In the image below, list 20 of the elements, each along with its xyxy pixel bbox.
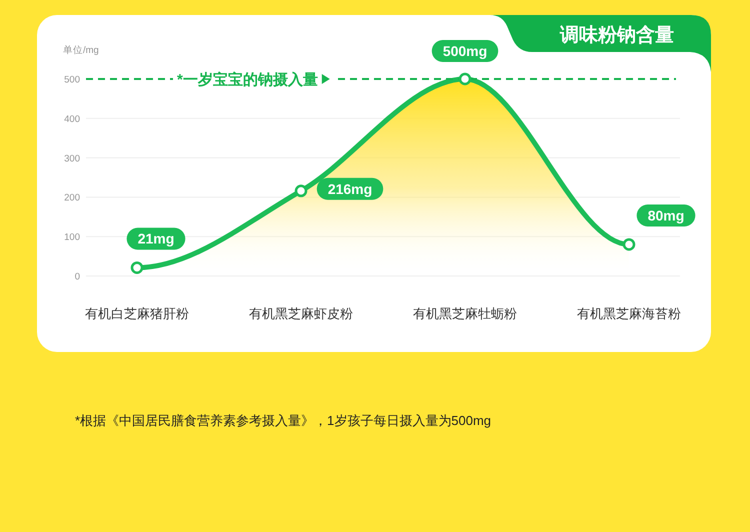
y-tick-label: 0 bbox=[74, 272, 80, 282]
y-tick-label: 400 bbox=[64, 114, 80, 125]
data-label: 21mg bbox=[126, 228, 186, 250]
x-tick-label: 有机黑芝麻海苔粉 bbox=[577, 306, 681, 321]
annotation: *根据《中国居民膳食营养素参考摄入量》，1岁孩子每日摄入量为500mg bbox=[75, 413, 492, 428]
x-tick-label: 有机黑芝麻牡蛎粉 bbox=[413, 306, 517, 321]
y-tick-label: 100 bbox=[64, 232, 80, 244]
data-label: 500mg bbox=[432, 40, 498, 62]
data-label: 21mg bbox=[138, 230, 174, 247]
title: 调味粉钠含量 bbox=[560, 25, 674, 46]
y-tick-label: 500 bbox=[64, 74, 80, 86]
data-label: 80mg bbox=[648, 207, 684, 224]
data-label: 216mg bbox=[328, 180, 372, 197]
ref-line-label: *一岁宝宝的钠摄入量 bbox=[173, 70, 334, 88]
data-label: 500mg bbox=[442, 43, 488, 59]
y-tick-label: 300 bbox=[64, 153, 80, 164]
y-tick-label: 200 bbox=[64, 192, 80, 204]
x-tick-label: 有机黑芝麻虾皮粉 bbox=[249, 306, 353, 321]
y-axis-title: 单位/mg bbox=[63, 45, 99, 56]
x-tick-label: 有机白芝麻猪肝粉 bbox=[85, 306, 189, 321]
